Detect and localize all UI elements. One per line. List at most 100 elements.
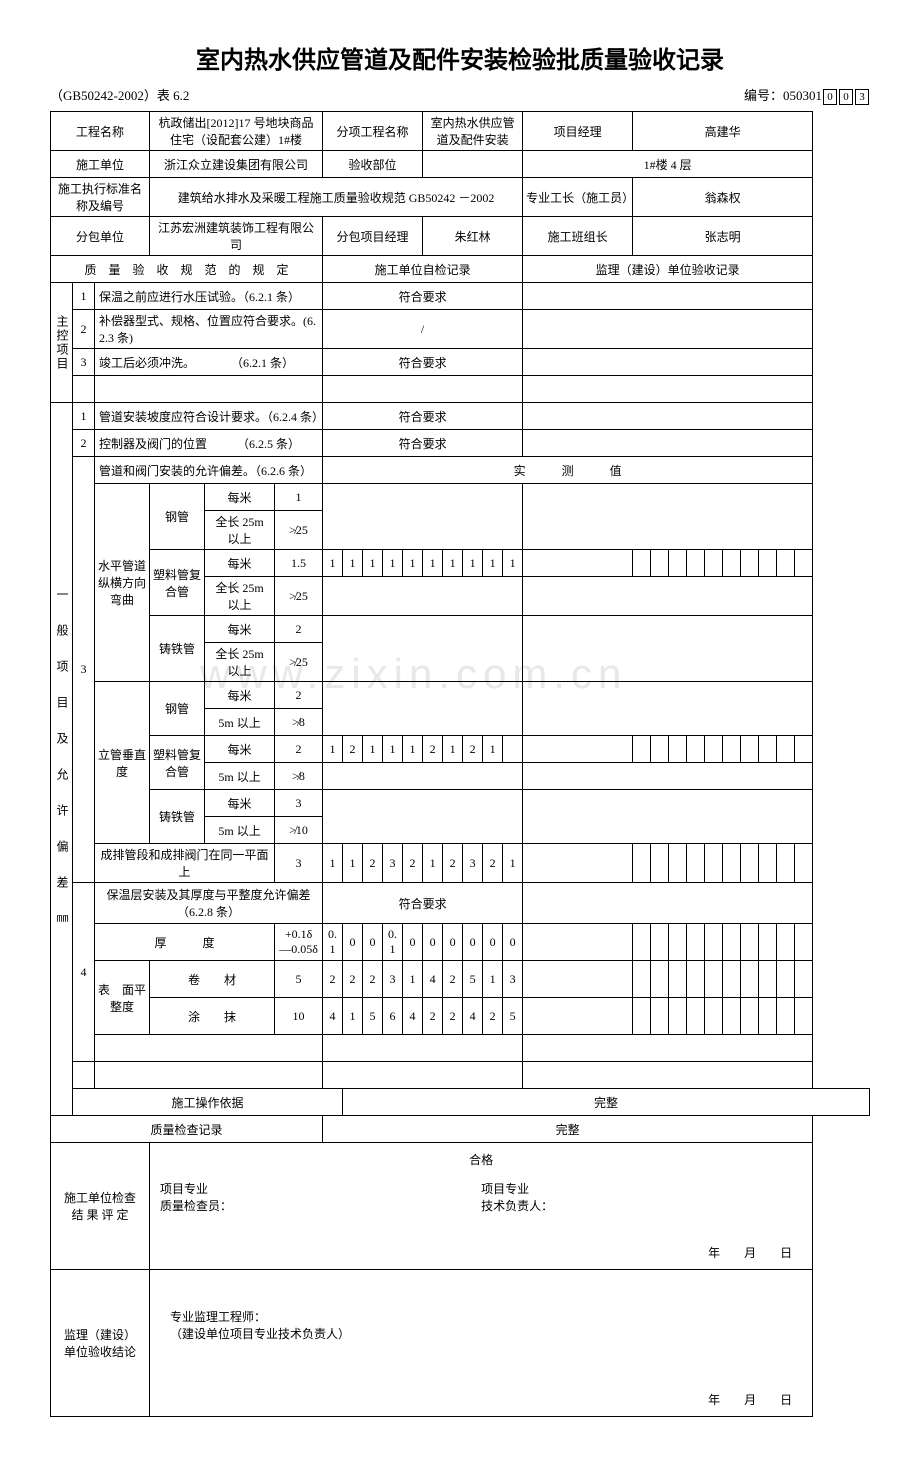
mc [741,998,759,1035]
cell: 工程名称 [51,112,150,151]
mc: 0 [343,924,363,961]
cell: 1 [73,283,95,310]
cell: 分项工程名称 [323,112,423,151]
cell: 塑料管复合管 [150,736,205,790]
cell: 高建华 [633,112,813,151]
mc [795,998,813,1035]
mc: 1 [443,736,463,763]
mc [723,998,741,1035]
mc [795,550,813,577]
cell: 1.5 [275,550,323,577]
mc [651,736,669,763]
mc [687,736,705,763]
cell [73,1062,95,1089]
mc [669,924,687,961]
cell: 项目经理 [523,112,633,151]
mc [795,844,813,883]
cell: ≯10 [275,817,323,844]
mc: 1 [443,550,463,577]
mc: 4 [423,961,443,998]
mc [705,961,723,998]
mc [759,844,777,883]
mc: 2 [343,736,363,763]
cell: 施工操作依据 [73,1089,343,1116]
cell: 分包单位 [51,217,150,256]
cell: 铸铁管 [150,790,205,844]
cell [523,550,633,577]
mc [705,924,723,961]
mc: 1 [363,736,383,763]
mc: 0.1 [323,924,343,961]
mc [687,844,705,883]
cell: 每米 [205,484,275,511]
cell: 质 量 验 收 规 范 的 规 定 [51,256,323,283]
cell: 专业工长（施工员） [523,178,633,217]
cell: 1#楼 4 层 [523,151,813,178]
mc [723,844,741,883]
mc [669,961,687,998]
cell: 表 面平整度 [95,961,150,1035]
cell: 建筑给水排水及采暖工程施工质量验收规范 GB50242 －2002 [150,178,523,217]
mc [741,550,759,577]
cell: ≯25 [275,577,323,616]
mc [651,961,669,998]
mc: 1 [483,736,503,763]
cell: 符合要求 [323,349,523,376]
cell [523,1035,813,1062]
cell: ≯25 [275,511,323,550]
cell: 2 [275,682,323,709]
cell: 铸铁管 [150,616,205,682]
cell [523,790,813,844]
cell: 卷 材 [150,961,275,998]
cell: 塑料管复合管 [150,550,205,616]
cell: 2 [275,736,323,763]
mc [633,924,651,961]
mc: 4 [403,998,423,1035]
mc [633,550,651,577]
cell: 完整 [343,1089,870,1116]
mc: 2 [323,961,343,998]
mc: 0 [403,924,423,961]
sup-body: 专业监理工程师： （建设单位项目专业技术负责人） 年 月 日 [150,1270,813,1417]
mc [795,961,813,998]
cell [523,1062,813,1089]
mc: 3 [463,844,483,883]
cell [95,376,323,403]
cell: 朱红林 [423,217,523,256]
mc: 0 [463,924,483,961]
cell [523,484,813,550]
mc: 2 [463,736,483,763]
cell: 5 [275,961,323,998]
cell: 1 [73,403,95,430]
cell: 浙江众立建设集团有限公司 [150,151,323,178]
mc [687,998,705,1035]
sub-left: （GB50242-2002）表 6.2 [50,85,189,105]
mc [669,736,687,763]
mc [633,844,651,883]
cell: 监理（建设）单位验收记录 [523,256,813,283]
cell [523,961,633,998]
mc [777,550,795,577]
mc [705,998,723,1035]
mc [759,736,777,763]
cell: 2 [275,616,323,643]
check-body: 合格 项目专业 质量检查员： 项目专业 技术负责人： 年 月 日 [150,1143,813,1270]
cell: 管道安装坡度应符合设计要求。（6.2.4 条） [95,403,323,430]
mc [777,844,795,883]
mc [795,736,813,763]
check-label: 施工单位检查结 果 评 定 [51,1143,150,1270]
cell: 分包项目经理 [323,217,423,256]
cell: 全长 25m 以上 [205,511,275,550]
mc: 1 [463,550,483,577]
mc [633,736,651,763]
mc [759,998,777,1035]
mc [723,924,741,961]
cell: 管道和阀门安装的允许偏差。（6.2.6 条） [95,457,323,484]
cell: 完整 [323,1116,813,1143]
mc [651,998,669,1035]
mc [633,998,651,1035]
mc [705,550,723,577]
cell: 2 [73,310,95,349]
cell: 立管垂直度 [95,682,150,844]
mc: 0 [443,924,463,961]
